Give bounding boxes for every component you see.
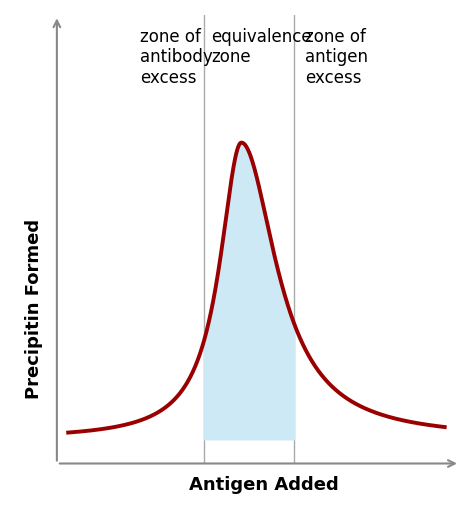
Text: Precipitin Formed: Precipitin Formed	[25, 219, 43, 399]
Text: equivalence
zone: equivalence zone	[211, 28, 312, 66]
Text: zone of
antigen
excess: zone of antigen excess	[305, 28, 368, 87]
Text: zone of
antibody
excess: zone of antibody excess	[140, 28, 212, 87]
Text: Antigen Added: Antigen Added	[189, 476, 339, 493]
